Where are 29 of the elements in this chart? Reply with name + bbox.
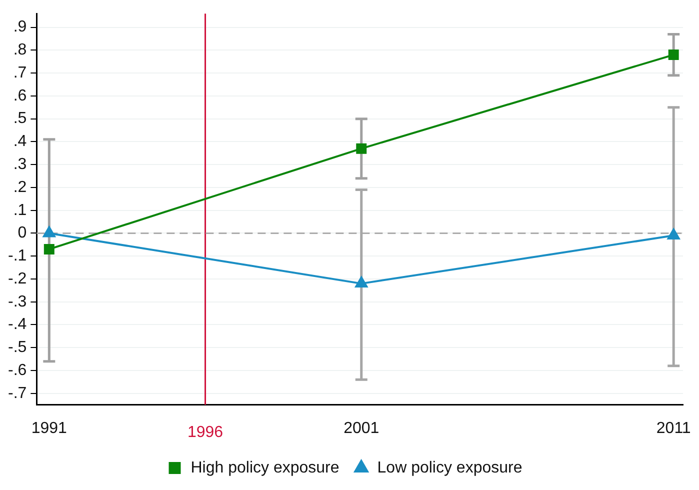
- x-tick-label: 2001: [344, 420, 380, 437]
- y-tick-label: .7: [13, 64, 27, 82]
- y-tick-label: .4: [13, 133, 27, 150]
- y-tick-label: 0: [18, 224, 27, 242]
- y-tick-label: -.5: [8, 339, 27, 356]
- legend-label: High policy exposure: [190, 459, 340, 476]
- y-tick-label: .6: [13, 87, 27, 104]
- point: [356, 143, 367, 154]
- y-tick-label: -.7: [8, 384, 27, 402]
- x-tick-label: 2011: [656, 420, 691, 437]
- y-tick-label: -.1: [8, 248, 27, 265]
- y-tick-label: -.4: [8, 316, 27, 334]
- y-tick-label: .3: [13, 156, 27, 173]
- y-tick-label: -.2: [8, 270, 27, 288]
- y-tick-label: .9: [13, 18, 27, 36]
- x-tick-label: 1991: [31, 420, 68, 437]
- legend-label: Low policy exposure: [377, 459, 522, 476]
- y-tick-label: .5: [13, 110, 27, 128]
- point: [355, 276, 368, 288]
- point: [668, 50, 679, 60]
- point: [44, 244, 54, 254]
- y-tick-label: -.3: [8, 293, 27, 310]
- point: [42, 226, 56, 238]
- y-tick-label: .8: [13, 42, 27, 59]
- point: [667, 228, 680, 240]
- ref-line-label: 1996: [187, 424, 224, 442]
- y-tick-label: .2: [13, 178, 27, 196]
- y-tick-label: -.6: [8, 362, 27, 379]
- y-tick-label: .1: [13, 202, 27, 219]
